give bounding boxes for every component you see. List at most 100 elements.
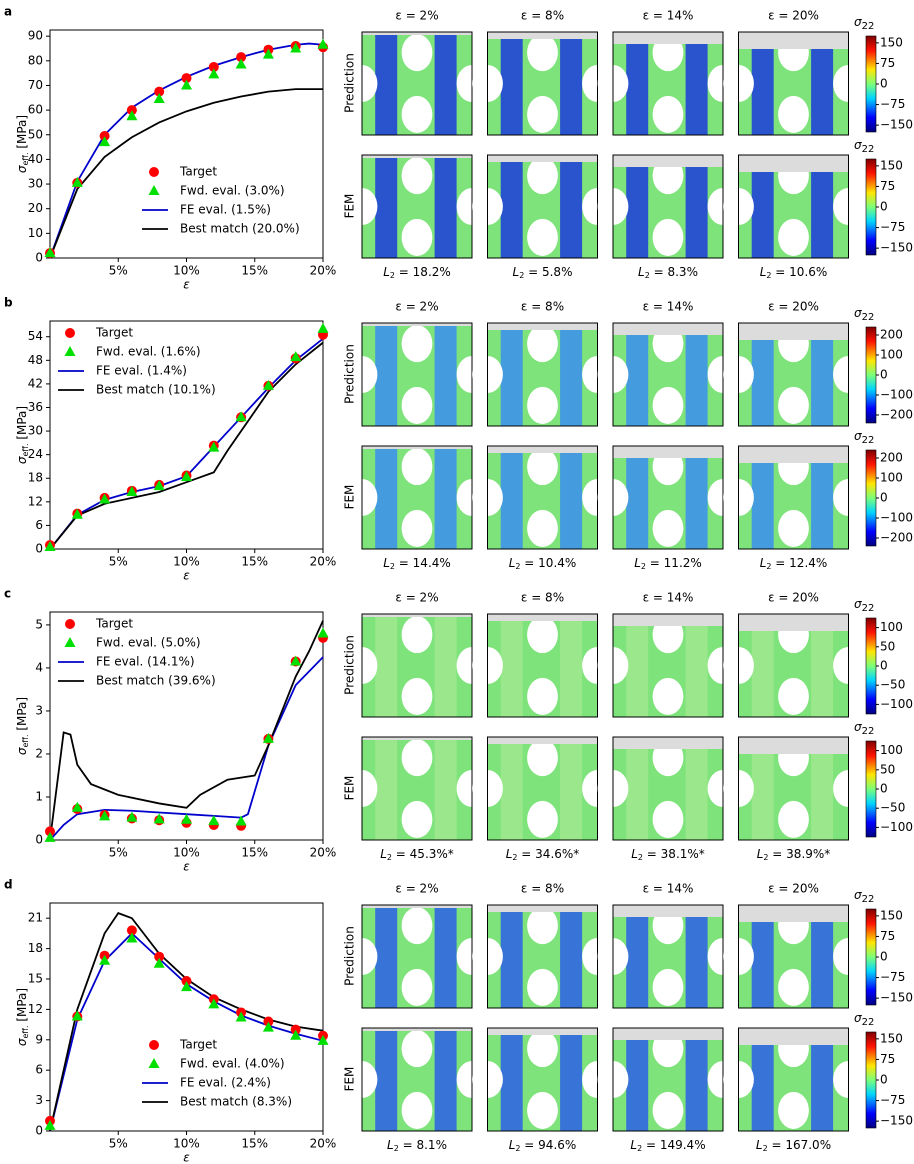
field-band bbox=[811, 905, 834, 1008]
field-frame bbox=[738, 1027, 849, 1132]
l2-symbol: L bbox=[383, 556, 390, 570]
colorbar-title: σ22 bbox=[854, 306, 874, 324]
x-tick-label: 15% bbox=[241, 1137, 268, 1151]
cb-symbol: σ bbox=[854, 138, 862, 152]
field-band bbox=[375, 1028, 398, 1131]
field-band bbox=[626, 32, 649, 135]
field-hole bbox=[401, 739, 433, 777]
y-label-symbol: σ bbox=[15, 456, 29, 464]
marker bbox=[263, 1016, 274, 1027]
colorbar-title: σ22 bbox=[854, 138, 874, 156]
y-tick-label: 48 bbox=[28, 353, 43, 367]
compression-plate bbox=[362, 737, 472, 740]
compression-plate bbox=[738, 737, 849, 754]
l2-symbol: L bbox=[513, 265, 520, 279]
field-hole bbox=[778, 509, 809, 547]
field-band bbox=[751, 155, 774, 258]
column-header: ε = 8% bbox=[521, 300, 564, 314]
l2-sub: 2 bbox=[638, 853, 643, 862]
x-tick-label: 5% bbox=[109, 846, 128, 860]
row-label: Prediction bbox=[343, 344, 357, 404]
x-tick-label: 10% bbox=[173, 1137, 200, 1151]
legend-key bbox=[64, 346, 76, 356]
l2-value: = 12.4% bbox=[771, 556, 827, 570]
field-hole bbox=[527, 34, 558, 72]
column-header: ε = 2% bbox=[395, 9, 438, 23]
colorbar bbox=[865, 449, 877, 547]
field-frame bbox=[738, 445, 849, 550]
colorbar-tick-label: −50 bbox=[880, 678, 905, 692]
colorbar bbox=[865, 740, 877, 838]
compression-plate bbox=[613, 614, 723, 626]
field-band bbox=[375, 614, 398, 717]
marker bbox=[290, 655, 302, 666]
marker bbox=[126, 811, 138, 822]
compression-plate bbox=[362, 32, 472, 35]
marker bbox=[153, 480, 165, 491]
marker bbox=[153, 93, 165, 104]
marker bbox=[208, 998, 220, 1009]
l2-value: = 10.6% bbox=[771, 265, 827, 279]
l2-value: = 38.9%* bbox=[768, 847, 830, 861]
l2-value: = 167.0% bbox=[768, 1138, 831, 1152]
marker bbox=[181, 471, 192, 482]
field-band bbox=[375, 32, 398, 135]
field-band bbox=[434, 737, 457, 840]
colorbar-tick-label: −150 bbox=[880, 118, 913, 132]
legend-key bbox=[65, 619, 75, 629]
l2-value: = 5.8% bbox=[524, 265, 572, 279]
colorbar-tick-label: 100 bbox=[880, 743, 903, 757]
compression-plate bbox=[487, 614, 598, 621]
y-tick-label: 30 bbox=[28, 177, 43, 191]
y-tick-label: 36 bbox=[28, 400, 43, 414]
row-label: Prediction bbox=[343, 635, 357, 695]
cb-symbol: σ bbox=[854, 888, 862, 902]
colorbar-tick-label: −200 bbox=[880, 531, 913, 545]
field-band bbox=[500, 1028, 523, 1131]
cb-sub: 22 bbox=[862, 435, 875, 446]
marker bbox=[236, 52, 247, 63]
marker bbox=[44, 247, 56, 258]
column-header: ε = 2% bbox=[395, 591, 438, 605]
l2-value: = 11.2% bbox=[646, 556, 702, 570]
field-band bbox=[626, 446, 649, 549]
field-frame bbox=[487, 154, 598, 259]
field-frame bbox=[361, 31, 473, 136]
l2-sub: 2 bbox=[637, 1144, 642, 1153]
field-hole bbox=[401, 34, 433, 72]
column-header: ε = 20% bbox=[768, 9, 819, 23]
column-header: ε = 14% bbox=[643, 9, 694, 23]
column-header: ε = 8% bbox=[521, 882, 564, 896]
colorbar-tick-label: −200 bbox=[880, 408, 913, 422]
field-hole bbox=[401, 968, 433, 1006]
field-hole bbox=[401, 95, 433, 133]
marker bbox=[290, 351, 302, 362]
field-hole bbox=[527, 1030, 558, 1068]
field-frame bbox=[487, 736, 598, 841]
row-label: FEM bbox=[343, 1067, 357, 1092]
l2-symbol: L bbox=[638, 265, 645, 279]
marker bbox=[317, 38, 329, 49]
x-tick-label: 10% bbox=[173, 846, 200, 860]
field-band bbox=[500, 737, 523, 840]
l2-symbol: L bbox=[756, 1138, 763, 1152]
cb-symbol: σ bbox=[854, 429, 862, 443]
field-band bbox=[751, 323, 774, 426]
legend-label: FE eval. (14.1%) bbox=[96, 655, 195, 669]
field-band bbox=[751, 905, 774, 1008]
colorbar-tick-label: 150 bbox=[880, 158, 903, 172]
marker bbox=[290, 1029, 302, 1040]
y-tick-label: 50 bbox=[28, 127, 43, 141]
marker bbox=[262, 48, 274, 59]
field-hole bbox=[527, 386, 558, 424]
l2-value: = 8.1% bbox=[399, 1138, 447, 1152]
l2-label: L2 = 34.6%* bbox=[506, 847, 580, 862]
column-header: ε = 20% bbox=[768, 591, 819, 605]
marker bbox=[181, 79, 192, 90]
colorbar-tick-label: 75 bbox=[880, 179, 895, 193]
y-label-sub: eff. bbox=[21, 735, 30, 748]
colorbar-tick-label: 100 bbox=[880, 620, 903, 634]
colorbar bbox=[865, 908, 877, 1006]
colorbar-tick-label: 50 bbox=[880, 762, 895, 776]
